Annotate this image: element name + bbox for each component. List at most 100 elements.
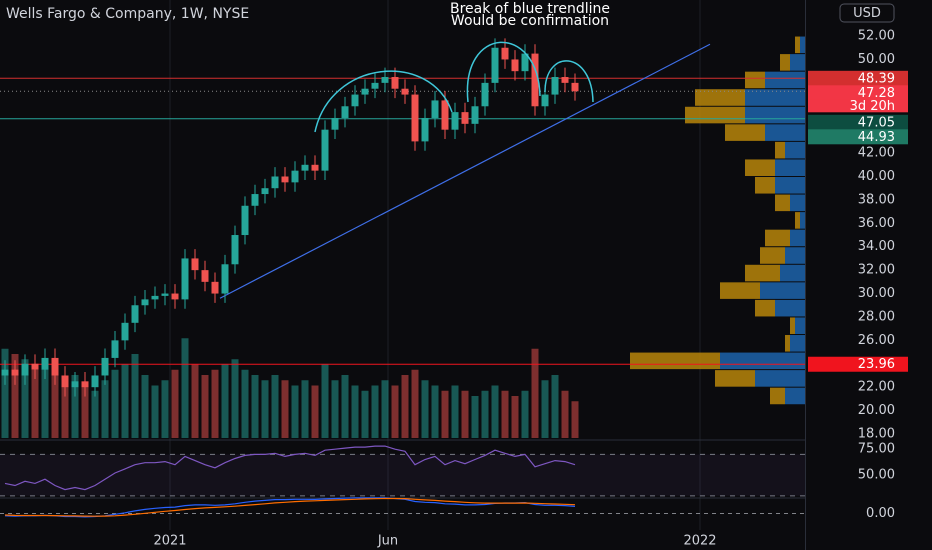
volume-bar [1, 348, 9, 438]
volume-bar [71, 375, 79, 438]
y-tick-label: 26.00 [858, 333, 895, 348]
y-tick-label: 36.00 [858, 216, 895, 231]
candle [181, 249, 189, 309]
currency-button[interactable] [839, 3, 895, 23]
candle [161, 284, 169, 306]
volume-bar [221, 364, 229, 438]
y-tick-label: 20.00 [858, 403, 895, 418]
candle-body [1, 369, 9, 376]
price-label-text: 48.39 [858, 71, 895, 86]
volume-bar [311, 385, 319, 438]
price-label-box [808, 356, 908, 372]
volume-bar [451, 385, 459, 438]
profile-up-bar [785, 387, 805, 405]
volume-bar [261, 380, 269, 438]
volume-bar [441, 390, 449, 438]
profile-up-bar [800, 212, 805, 229]
profile-up-bar [775, 159, 805, 177]
profile-up-bar [760, 282, 805, 299]
profile-up-bar [790, 335, 805, 352]
y-tick-label: 30.00 [858, 286, 895, 301]
candle [241, 196, 249, 245]
price-label-box [808, 85, 908, 101]
candle-body [241, 205, 249, 236]
profile-up-bar [755, 370, 805, 387]
rsi-tick-label: 50.00 [858, 468, 895, 483]
currency-label[interactable]: USD [853, 6, 881, 21]
volume-bar [511, 396, 519, 438]
chart-title: Wells Fargo & Company, 1W, NYSE [6, 6, 249, 22]
right-shoulder-arc [544, 60, 594, 103]
volume-bar [491, 385, 499, 438]
countdown-box [808, 99, 908, 113]
candle [221, 254, 229, 303]
volume-bar [461, 390, 469, 438]
price-label: 47.05 [808, 114, 908, 130]
candle-body [261, 188, 269, 195]
candle-body [461, 112, 469, 124]
candle-body [71, 381, 79, 388]
candle-body [571, 82, 579, 92]
candle [561, 67, 569, 93]
profile-up-bar [765, 71, 805, 89]
volume-bar [531, 348, 539, 438]
candle-body [131, 305, 139, 323]
profile-up-bar [790, 229, 805, 247]
profile-down-bar [795, 36, 800, 54]
candle-body [31, 363, 39, 370]
candle-body [181, 258, 189, 300]
volume-bar [11, 354, 19, 438]
candle [141, 290, 149, 315]
y-tick-label: 42.00 [858, 146, 895, 161]
candle [61, 366, 69, 397]
volume-bar [241, 369, 249, 438]
profile-down-bar [775, 194, 790, 212]
profile-down-bar [795, 212, 800, 229]
profile-up-bar [745, 89, 805, 106]
volume-bar [521, 390, 529, 438]
candle-body [341, 106, 349, 118]
candle-body [451, 112, 459, 130]
candle-body [201, 270, 209, 282]
candle [201, 260, 209, 292]
candle [361, 79, 369, 104]
volume-bar [501, 390, 509, 438]
x-tick-label: 2022 [683, 534, 716, 549]
volume-bar [141, 375, 149, 438]
candle-body [491, 47, 499, 83]
rsi-pane [0, 445, 805, 497]
candle-body [361, 88, 369, 95]
candle-body [151, 295, 159, 300]
volume-bar [211, 369, 219, 438]
y-tick-label: 32.00 [858, 263, 895, 278]
candle [121, 313, 129, 350]
macd-tick-label: 0.00 [866, 506, 895, 521]
volume-bar [231, 359, 239, 438]
volume-bar [421, 380, 429, 438]
profile-down-bar [775, 141, 785, 159]
candle [351, 85, 359, 116]
candle [461, 102, 469, 134]
candle [431, 91, 439, 128]
y-tick-label: 28.00 [858, 309, 895, 324]
rsi-band [0, 454, 805, 496]
profile-down-bar [630, 352, 720, 370]
candle-body [191, 258, 199, 271]
candle-body [541, 94, 549, 107]
candle-body [161, 293, 169, 296]
candle [281, 167, 289, 192]
profile-down-bar [685, 106, 745, 124]
candle-body [141, 299, 149, 306]
candles-layer [1, 38, 579, 397]
y-tick-label: 50.00 [858, 52, 895, 67]
candle [481, 73, 489, 116]
candle [41, 348, 49, 379]
candle [111, 331, 119, 368]
price-label-text: 47.28 [858, 86, 895, 101]
candle [551, 67, 559, 104]
candle [501, 38, 509, 69]
volume-bar [31, 369, 39, 438]
candle [571, 73, 579, 101]
y-tick-label: 34.00 [858, 239, 895, 254]
candle-body [51, 357, 59, 376]
